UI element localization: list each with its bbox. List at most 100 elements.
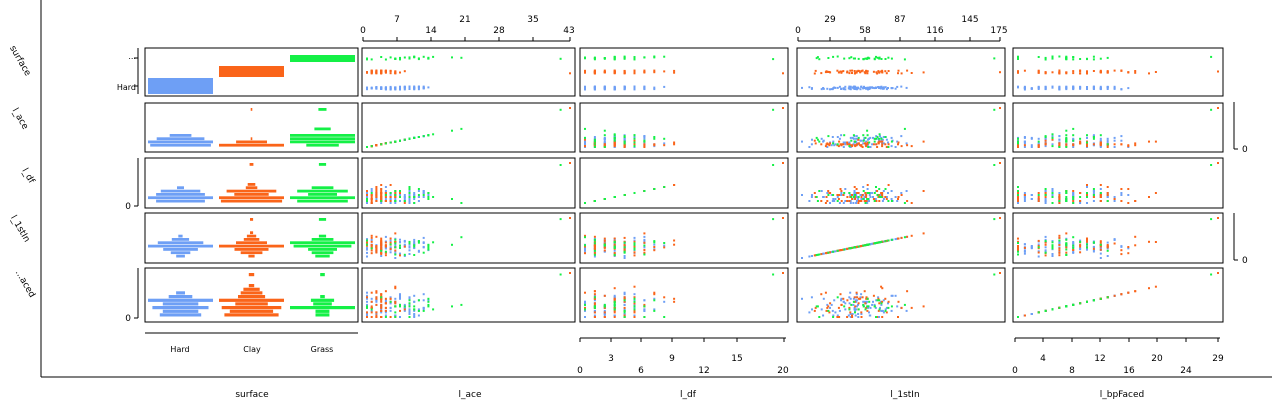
strip-point-r0-c2-346 [643, 56, 646, 59]
scatter-point-r4-c3-3420 [838, 316, 841, 318]
scatter-point-r4-c1-2977 [403, 309, 406, 312]
strip-point-r0-c1-157 [460, 56, 463, 59]
scatter-point-r3-c1-2344 [417, 241, 420, 244]
scatter-point-r3-c1-2343 [384, 250, 387, 253]
scatter-point-r3-c2-2386 [643, 246, 646, 249]
strip-point-r0-c3-365 [863, 85, 865, 88]
scatter-point-r3-c4-2774 [1120, 245, 1123, 248]
scatter-point-r1-c4-1383 [1044, 139, 1047, 142]
strip-point-r0-c4-661 [1072, 72, 1075, 75]
panel-frame-r4-c2 [579, 267, 789, 323]
scatter-point-r3-c4-2880 [1086, 246, 1088, 249]
scatter-point-r1-c3-1177 [896, 140, 899, 143]
scatter-point-r4-c3-3440 [818, 316, 821, 318]
strip-point-r0-c1-83 [413, 85, 416, 88]
scatter-point-r2-c3-1943 [860, 200, 863, 202]
scatter-point-r3-c4-2764 [1092, 249, 1095, 252]
strip-point-r0-c3-502 [849, 69, 852, 72]
strip-point-r0-c3-453 [867, 86, 870, 89]
scatter-point-r1-c3-1184 [910, 145, 913, 148]
strip-point-r0-c4-710 [1017, 58, 1019, 60]
scatter-point-r3-c4-2874 [1017, 249, 1019, 252]
scatter-point-r4-c3-3358 [857, 303, 859, 306]
scatter-point-r1-c3-1109 [834, 143, 837, 146]
scatter-point-r2-c4-2149 [1017, 200, 1019, 202]
scatter-point-r4-c3-3451 [850, 303, 853, 306]
scatter-point-r4-c3-3369 [878, 302, 881, 305]
hist-bar-r1-grass-2 [290, 137, 355, 141]
strip-point-r0-c4-596 [1106, 85, 1109, 88]
scatter-point-r4-c3-3400 [897, 300, 900, 303]
scatter-point-r2-c3-1911 [865, 200, 868, 202]
scatter-point-r1-c4-1450 [1079, 137, 1082, 140]
strip-point-r0-c3-488 [897, 69, 900, 72]
scatter-point-r4-c1-2995 [413, 294, 416, 297]
scatter-point-r3-c1-2316 [389, 241, 392, 244]
scatter-point-r4-c3-3317 [847, 314, 850, 317]
scatter-point-r1-c4-1454 [1217, 107, 1219, 109]
scatter-point-r2-c4-2055 [1086, 202, 1088, 204]
scatter-point-r4-c3-3309 [833, 299, 836, 302]
scatter-point-r4-c3-3326 [859, 296, 862, 299]
scatter-point-r3-c4-2889 [1017, 250, 1019, 253]
strip-point-r0-c3-417 [842, 88, 845, 91]
scatter-point-r4-c1-2965 [366, 300, 368, 303]
scatter-point-r4-c3-3384 [877, 309, 880, 312]
scatter-point-r4-c2-3159 [593, 309, 596, 312]
panel-frame-r1-c0 [144, 102, 359, 153]
scatter-point-r2-c3-1999 [815, 196, 818, 198]
scatter-point-r2-c4-2167 [1037, 194, 1040, 196]
scatter-point-r4-c1-3042 [394, 285, 397, 288]
scatter-point-r2-c1-1540 [389, 198, 392, 200]
scatter-point-r1-c3-1264 [873, 140, 876, 143]
scatter-point-r3-c4-2888 [1106, 249, 1109, 252]
hist-bar-r3-grass-4 [290, 241, 355, 245]
scatter-point-r4-c2-3164 [603, 313, 606, 315]
scatter-point-r2-c3-1978 [836, 200, 839, 202]
scatter-point-r1-c4-1434 [1092, 136, 1095, 138]
scatter-point-r4-c1-2961 [370, 297, 373, 300]
scatter-point-r2-c3-1823 [830, 194, 833, 196]
panel-frame-r2-c4 [1012, 157, 1224, 209]
scatter-point-r1-c3-1211 [837, 145, 840, 148]
scatter-point-r1-c3-1099 [882, 136, 885, 138]
scatter-point-r4-c3-3433 [903, 303, 906, 306]
strip-point-r0-c3-477 [856, 70, 859, 73]
strip-point-r0-c4-679 [1079, 72, 1082, 75]
scatter-point-r1-c3-1139 [844, 143, 847, 146]
scatter-point-r1-c3-1242 [852, 134, 855, 137]
scatter-point-r2-c1-1587 [370, 202, 373, 204]
scatter-point-r2-c1-1509 [366, 202, 368, 204]
scatter-point-r3-c4-2870 [1079, 245, 1082, 248]
column-label-l-1stin: l_1stIn [890, 390, 919, 400]
strip-point-r0-c3-496 [877, 70, 880, 73]
scatter-point-r4-c1-3069 [460, 303, 463, 306]
scatter-point-r4-c4-3601 [1148, 287, 1150, 290]
scatter-point-r3-c1-2294 [380, 237, 383, 240]
scatter-point-r4-c1-2936 [408, 309, 411, 312]
scatter-point-r1-c3-1247 [866, 129, 869, 132]
scatter-point-r4-c1-3063 [366, 305, 368, 308]
bottom-axis-l-bpfaced-label-4: 4 [1040, 354, 1046, 364]
scatter-point-r2-c1-1483 [399, 200, 401, 202]
strip-point-r0-c2-311 [643, 69, 646, 72]
scatter-point-r1-c3-1263 [878, 133, 881, 136]
scatter-point-r4-c2-3272 [593, 305, 596, 308]
scatter-point-r4-c3-3367 [865, 296, 868, 299]
scatter-point-r3-c1-2327 [394, 240, 397, 243]
scatter-point-r3-c1-2351 [427, 248, 430, 251]
scatter-point-r2-c3-1939 [837, 198, 840, 200]
strip-point-r0-c1-86 [384, 88, 387, 91]
scatter-point-r3-c4-2798 [1079, 239, 1082, 242]
scatter-point-r4-c1-2935 [366, 297, 368, 300]
strip-point-r0-c3-491 [855, 71, 858, 74]
scatter-point-r2-c3-1824 [852, 202, 855, 204]
scatter-point-r3-c2-2541 [613, 247, 616, 249]
hist-bar-r3-grass-0 [315, 254, 330, 258]
scatter-point-r2-c4-2155 [1051, 202, 1054, 204]
scatter-point-r1-c3-1173 [832, 140, 835, 143]
scatter-point-r3-c1-2210 [380, 255, 383, 257]
strip-point-r0-c3-506 [851, 69, 854, 72]
scatter-point-r4-c1-3072 [417, 299, 420, 302]
scatter-point-r4-c3-3456 [999, 272, 1001, 274]
